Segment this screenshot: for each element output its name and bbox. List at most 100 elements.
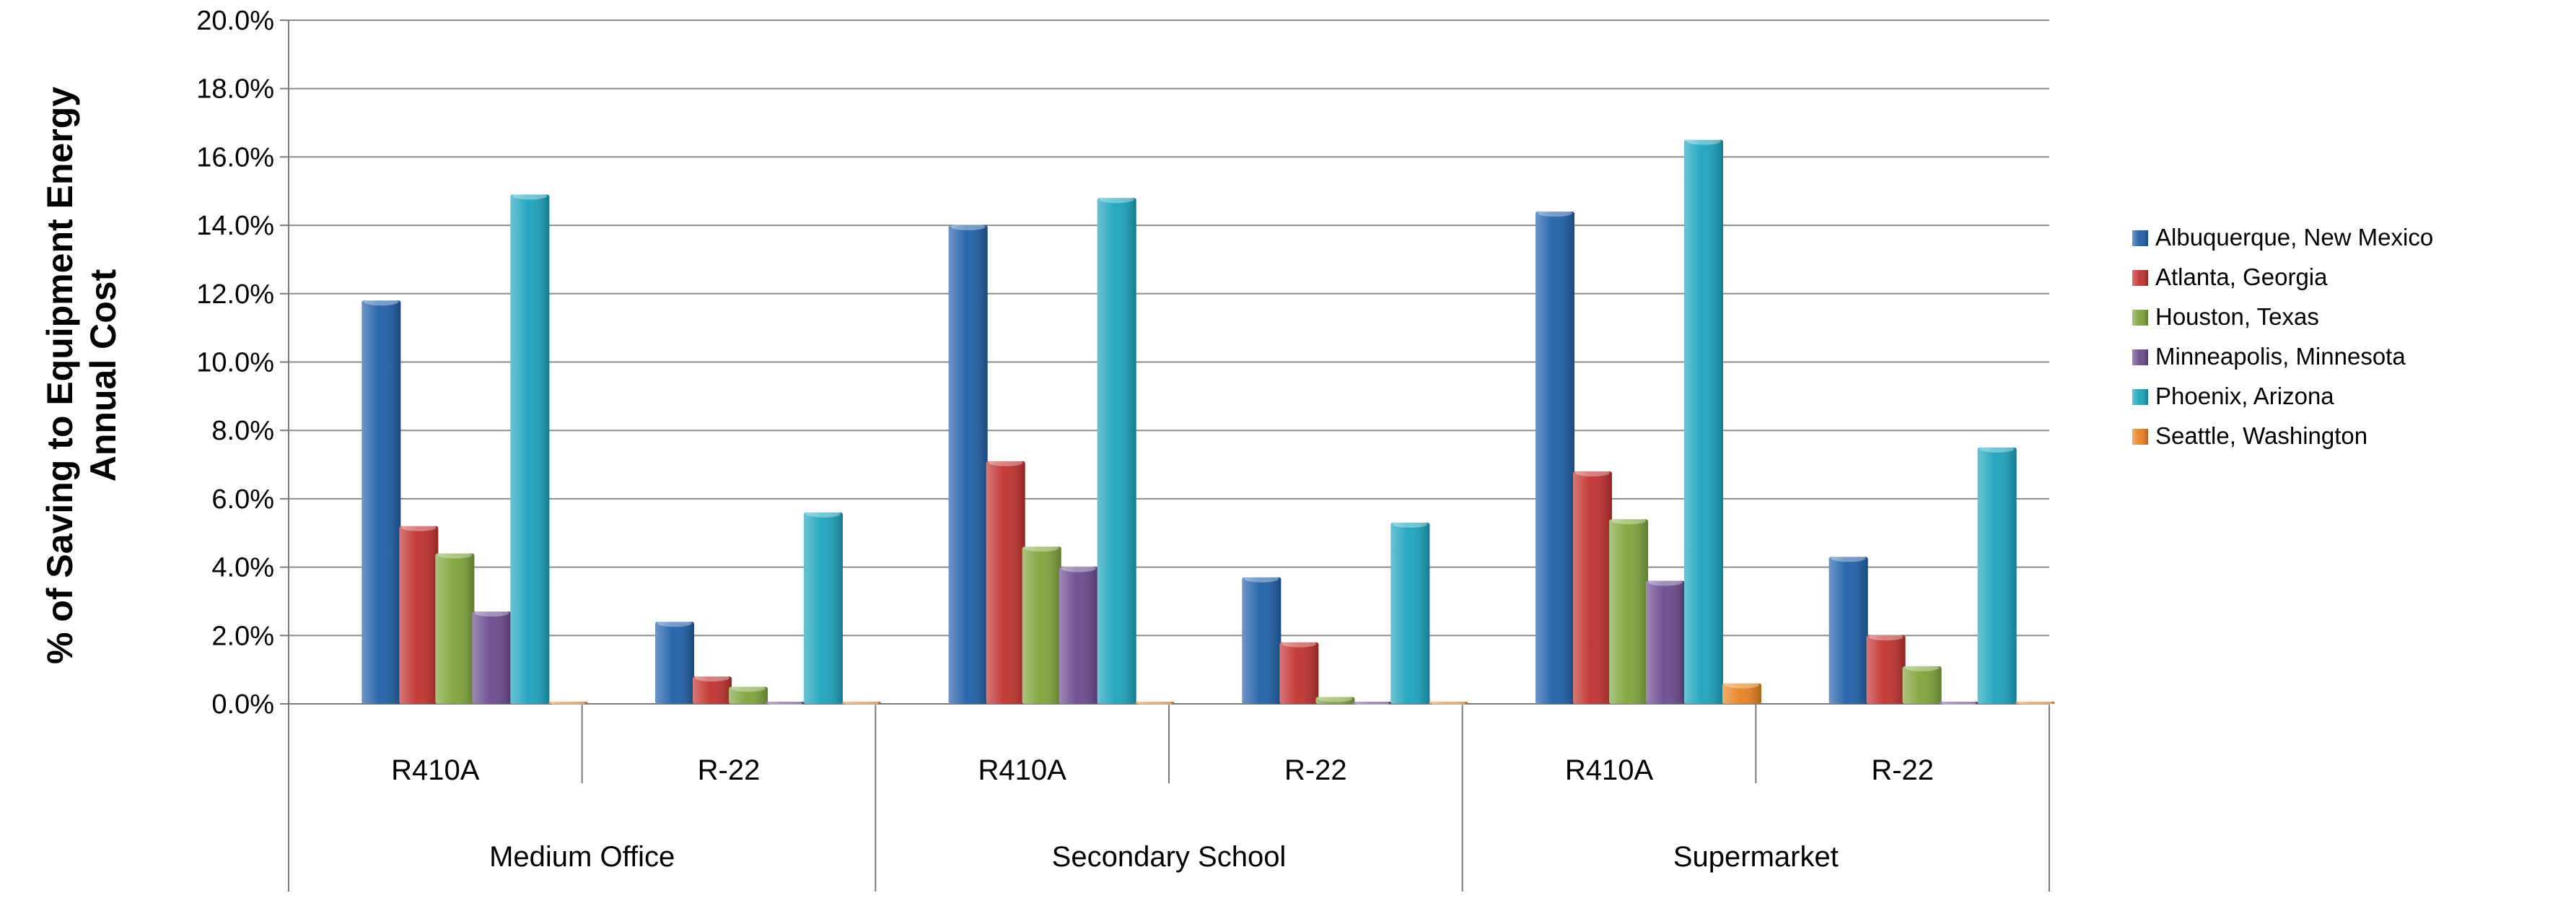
- bar-shading: [693, 676, 732, 704]
- legend-swatch-shading: [2132, 230, 2148, 246]
- legend-label: Albuquerque, New Mexico: [2155, 224, 2433, 251]
- category-label: R410A: [391, 754, 480, 786]
- y-tick-label: 12.0%: [196, 279, 274, 310]
- bar: [842, 700, 881, 707]
- bar: [986, 458, 1025, 704]
- bar: [1684, 137, 1723, 705]
- bar-shading: [510, 194, 550, 704]
- legend-swatch-shading: [2132, 310, 2148, 326]
- bar-cap: [1725, 681, 1759, 689]
- bar-cap: [1575, 469, 1610, 477]
- bar-cap: [1941, 700, 1976, 707]
- bar: [693, 674, 732, 704]
- axis-labels: 0.0% 2.0% 4.0% 6.0% 8.0% 10.0% 12.0% 14.0% 16.0%…: [196, 6, 1934, 873]
- bar-cap: [1979, 445, 2015, 453]
- bar: [1535, 209, 1574, 704]
- bar: [1429, 700, 1468, 707]
- bar-cap: [806, 510, 841, 518]
- bar-cap: [474, 609, 509, 617]
- bar: [1315, 694, 1355, 704]
- bar-shading: [729, 687, 768, 704]
- bar-shading: [1535, 212, 1574, 704]
- bar-shading: [842, 702, 881, 704]
- legend-swatch-shading: [2132, 429, 2148, 445]
- legend-item: Houston, Texas: [2132, 303, 2319, 330]
- bar-shading: [1902, 666, 1942, 704]
- legend-label: Atlanta, Georgia: [2155, 263, 2328, 290]
- y-tick-label: 20.0%: [196, 6, 274, 36]
- bar: [804, 510, 843, 704]
- bar: [1135, 700, 1175, 707]
- bar-shading: [1242, 577, 1282, 704]
- bar-cap: [1904, 663, 1940, 671]
- bar-shading: [1097, 198, 1136, 705]
- bar: [1977, 445, 2017, 704]
- legend-swatch-shading: [2132, 270, 2148, 286]
- bar-cap: [1024, 544, 1059, 552]
- bar: [1828, 554, 1868, 704]
- bar-cap: [364, 298, 399, 306]
- legend-item: Minneapolis, Minnesota: [2132, 343, 2406, 370]
- bar-shading: [362, 300, 401, 704]
- bar-cap: [950, 223, 986, 231]
- bar: [1573, 469, 1612, 704]
- gridlines: [289, 19, 2049, 637]
- bar: [1352, 700, 1392, 707]
- legend-label: Minneapolis, Minnesota: [2155, 343, 2406, 370]
- bar-shading: [399, 526, 439, 704]
- group-label: Medium Office: [489, 841, 675, 873]
- bar-cap: [988, 458, 1023, 466]
- y-tick-label: 18.0%: [196, 74, 274, 105]
- bar-cap: [1061, 565, 1096, 572]
- bar-cap: [1099, 196, 1134, 204]
- y-tick-label: 6.0%: [211, 484, 274, 515]
- bar-cap: [1318, 694, 1353, 702]
- bar-cap: [731, 684, 766, 692]
- bar-cap: [657, 619, 692, 627]
- y-tick-label: 0.0%: [211, 689, 274, 720]
- bar: [729, 684, 768, 704]
- bar-shading: [1352, 702, 1392, 704]
- bar: [1279, 640, 1319, 704]
- bar: [1722, 681, 1761, 704]
- bar: [1646, 578, 1685, 704]
- legend-label: Phoenix, Arizona: [2155, 383, 2334, 409]
- bar: [472, 609, 512, 704]
- bar: [655, 619, 694, 704]
- bar-shading: [1939, 702, 1979, 704]
- y-axis-title-line2: Annual Cost: [83, 269, 123, 482]
- bar-cap: [1244, 575, 1279, 583]
- y-tick-label: 14.0%: [196, 211, 274, 241]
- legend-swatch-shading: [2132, 389, 2148, 405]
- bar-shading: [2015, 702, 2055, 704]
- category-label: R-22: [698, 754, 761, 786]
- bar-shading: [655, 622, 694, 704]
- group-label: Secondary School: [1052, 841, 1287, 873]
- bar-cap: [1137, 700, 1173, 707]
- bar-shading: [1866, 635, 1906, 704]
- legend-item: Seattle, Washington: [2132, 422, 2367, 449]
- bar: [1022, 544, 1061, 704]
- legend: Albuquerque, New Mexico Atlanta, Georgia H…: [2132, 224, 2433, 449]
- legend-label: Seattle, Washington: [2155, 422, 2367, 449]
- bar-shading: [1315, 697, 1355, 704]
- bar-cap: [1648, 578, 1683, 586]
- bar-shading: [1646, 580, 1685, 704]
- bar-cap: [2018, 700, 2053, 707]
- bar: [2015, 700, 2055, 707]
- category-label: R410A: [978, 754, 1067, 786]
- bar-cap: [1431, 700, 1466, 707]
- legend-item: Albuquerque, New Mexico: [2132, 224, 2433, 251]
- bar: [399, 523, 439, 704]
- bar-shading: [1684, 139, 1723, 705]
- bar: [1866, 633, 1906, 704]
- bar-cap: [1282, 640, 1317, 648]
- bar-cap: [551, 700, 586, 707]
- bar-cap: [695, 674, 730, 682]
- bar-shading: [1722, 683, 1761, 704]
- group-label: Supermarket: [1673, 841, 1839, 873]
- bar-cap: [1393, 520, 1428, 528]
- legend-item: Phoenix, Arizona: [2132, 383, 2334, 409]
- y-tick-label: 4.0%: [211, 553, 274, 583]
